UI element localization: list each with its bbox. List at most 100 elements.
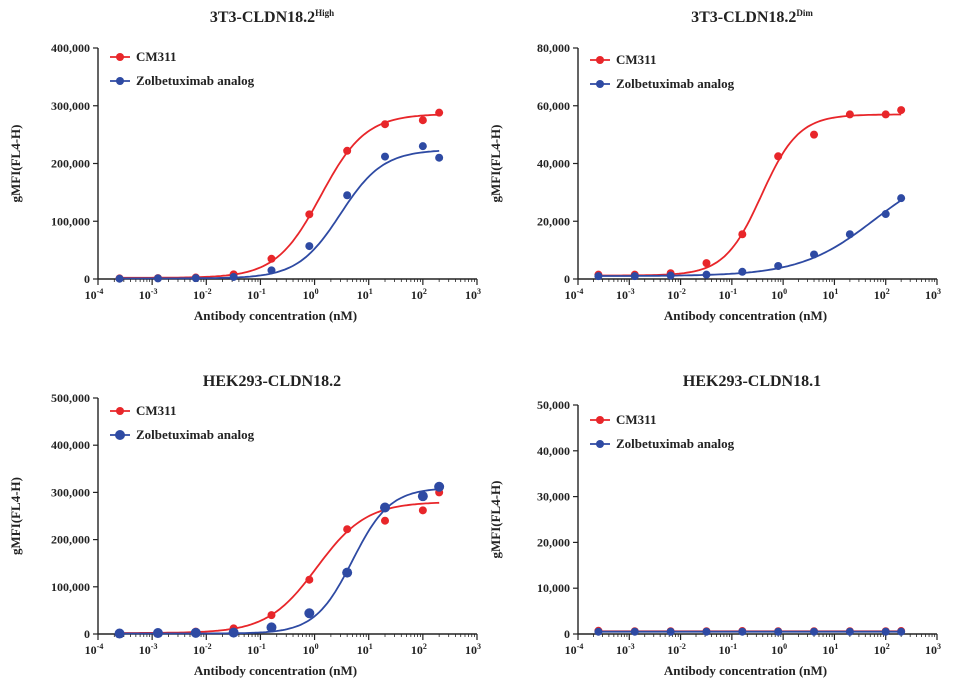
x-tick-label: 10-4 (85, 287, 104, 302)
data-point-series-1 (381, 516, 390, 525)
y-axis-title: gMFI(FL4-H) (8, 477, 23, 555)
y-tick-label: 0 (84, 272, 90, 286)
legend-entry-1: CM311 (590, 412, 656, 427)
x-tick-label: 103 (925, 642, 941, 657)
data-point-series-2 (434, 481, 445, 492)
legend-entry-1: CM311 (590, 52, 656, 67)
x-tick-label: 101 (822, 287, 838, 302)
data-point-series-2 (417, 491, 428, 502)
data-point-series-2 (114, 628, 125, 639)
y-tick-label: 40,000 (537, 157, 570, 171)
x-tick-base: 10 (411, 643, 423, 657)
data-point-series-2 (630, 272, 639, 281)
x-tick-base: 10 (822, 643, 834, 657)
chart-title: 3T3-CLDN18.2High (210, 8, 334, 26)
x-tick-exponent: -4 (577, 642, 584, 651)
y-tick-label: 200,000 (51, 157, 90, 171)
data-point-series-2 (845, 230, 854, 239)
x-tick-exponent: -1 (259, 287, 266, 296)
x-tick-label: 10-3 (616, 287, 635, 302)
x-tick-exponent: 0 (783, 642, 787, 651)
legend-marker (115, 430, 125, 440)
data-point-series-2 (666, 271, 675, 280)
legend-label: CM311 (616, 412, 656, 427)
legend-marker (116, 53, 124, 61)
x-tick-exponent: 2 (423, 642, 427, 651)
x-tick-label: 10-1 (719, 287, 738, 302)
data-point-series-1 (343, 525, 352, 534)
y-tick-label: 80,000 (537, 41, 570, 55)
fit-curve-2 (598, 199, 902, 277)
data-point-series-2 (881, 210, 890, 219)
x-tick-label: 101 (357, 287, 373, 302)
fit-curve-1 (119, 113, 440, 279)
y-tick-label: 10,000 (537, 581, 570, 595)
data-point-series-1 (267, 254, 276, 263)
x-tick-label: 10-4 (85, 642, 104, 657)
y-tick-label: 500,000 (51, 391, 90, 405)
data-point-series-1 (381, 120, 390, 129)
x-tick-base: 10 (411, 288, 423, 302)
y-axis-title: gMFI(FL4-H) (8, 125, 23, 203)
chart-title: HEK293-CLDN18.1 (683, 373, 821, 390)
x-tick-base: 10 (247, 288, 259, 302)
x-axis-title: Antibody concentration (nM) (664, 663, 827, 678)
y-tick-label: 50,000 (537, 398, 570, 412)
y-tick-label: 0 (564, 272, 570, 286)
data-point-series-2 (666, 627, 675, 636)
data-point-series-2 (342, 567, 353, 578)
data-point-series-2 (304, 608, 315, 619)
x-tick-base: 10 (719, 643, 731, 657)
legend-entry-2: Zolbetuximab analog (590, 76, 735, 91)
data-point-series-2 (435, 153, 444, 162)
data-point-series-2 (594, 272, 603, 281)
x-tick-label: 103 (465, 642, 481, 657)
data-point-series-2 (810, 250, 819, 259)
x-tick-exponent: 1 (834, 642, 838, 651)
x-tick-exponent: -3 (151, 642, 158, 651)
x-tick-base: 10 (822, 288, 834, 302)
data-point-series-1 (305, 210, 314, 219)
x-tick-base: 10 (565, 288, 577, 302)
legend-entry-2: Zolbetuximab analog (590, 436, 735, 451)
y-tick-label: 30,000 (537, 490, 570, 504)
data-point-series-1 (435, 108, 444, 117)
x-axis-title: Antibody concentration (nM) (194, 308, 357, 323)
x-tick-label: 102 (874, 642, 890, 657)
legend-marker (596, 56, 604, 64)
data-point-series-2 (380, 502, 391, 513)
data-point-series-2 (702, 270, 711, 279)
y-tick-label: 40,000 (537, 444, 570, 458)
data-point-series-2 (630, 627, 639, 636)
legend-entry-1: CM311 (110, 403, 176, 418)
legend-label: CM311 (136, 403, 176, 418)
y-axis-title: gMFI(FL4-H) (488, 125, 503, 203)
data-point-series-2 (774, 262, 783, 271)
x-tick-base: 10 (925, 643, 937, 657)
x-tick-exponent: -3 (151, 287, 158, 296)
y-tick-label: 400,000 (51, 438, 90, 452)
x-tick-exponent: -3 (628, 287, 635, 296)
data-point-series-1 (845, 110, 854, 119)
chart-panel-2: 3T3-CLDN18.2Dim 0 20,000 40,000 60,000 80,000… (488, 8, 941, 323)
x-tick-label: 10-3 (139, 287, 158, 302)
x-tick-base: 10 (357, 288, 369, 302)
x-tick-label: 10-2 (667, 287, 686, 302)
x-tick-exponent: 3 (937, 642, 941, 651)
y-tick-label: 0 (564, 627, 570, 641)
x-tick-exponent: 3 (477, 287, 481, 296)
data-point-series-2 (418, 142, 427, 151)
legend-label: Zolbetuximab analog (616, 76, 735, 91)
y-tick-label: 100,000 (51, 214, 90, 228)
data-point-series-2 (594, 627, 603, 636)
x-tick-base: 10 (303, 643, 315, 657)
x-tick-base: 10 (925, 288, 937, 302)
legend-marker (116, 407, 124, 415)
data-point-series-2 (702, 627, 711, 636)
legend-entry-2: Zolbetuximab analog (110, 73, 255, 88)
x-tick-base: 10 (565, 643, 577, 657)
x-tick-base: 10 (85, 643, 97, 657)
legend-marker (116, 77, 124, 85)
data-point-series-2 (897, 627, 906, 636)
legend-marker (596, 416, 604, 424)
